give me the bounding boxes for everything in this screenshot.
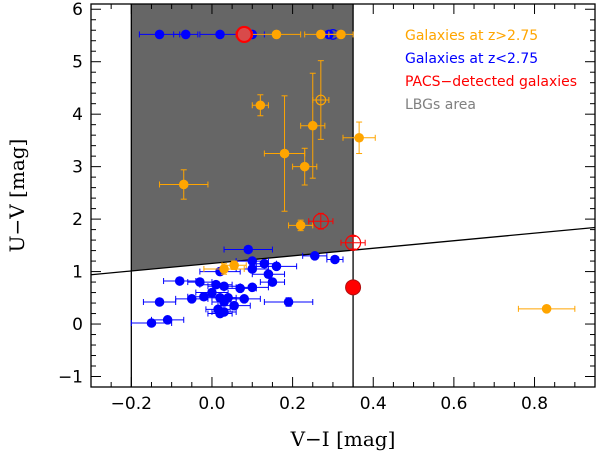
data-point-2-3 xyxy=(345,279,362,296)
marker-hollow xyxy=(344,234,362,251)
data-point-1-30 xyxy=(142,297,177,307)
marker xyxy=(174,276,185,286)
marker xyxy=(154,29,165,40)
data-point-1-11 xyxy=(251,258,277,269)
y-tick-label: 1 xyxy=(72,263,83,283)
data-point-1-6 xyxy=(223,244,273,255)
legend-entry-2: PACS−detected galaxies xyxy=(405,74,577,90)
data-point-2-1 xyxy=(308,212,334,230)
y-tick-label: 6 xyxy=(72,0,83,20)
marker xyxy=(354,132,364,143)
data-point-1-24 xyxy=(175,294,209,304)
lbg-area-region xyxy=(131,4,354,271)
selection-line xyxy=(91,226,595,276)
data-point-0-5 xyxy=(312,60,330,140)
data-point-0-13 xyxy=(328,29,354,40)
data-point-1-36 xyxy=(130,318,173,328)
y-tick-label: 2 xyxy=(72,210,83,230)
x-tick-label: 0.4 xyxy=(360,394,387,414)
data-point-1-1 xyxy=(173,29,199,40)
marker xyxy=(271,29,282,40)
legend-entry-0: Galaxies at z>2.75 xyxy=(405,28,538,44)
marker xyxy=(207,287,217,298)
marker-hollow xyxy=(315,94,327,106)
x-tick-label: 0.0 xyxy=(198,394,225,414)
y-tick-label: 3 xyxy=(72,158,83,178)
data-point-0-6 xyxy=(342,121,376,155)
data-point-1-21 xyxy=(235,282,269,293)
marker xyxy=(239,294,250,304)
data-point-1-14 xyxy=(251,269,286,279)
marker xyxy=(180,29,191,40)
marker xyxy=(345,279,362,296)
marker xyxy=(299,161,310,172)
data-point-0-0 xyxy=(159,169,209,200)
data-point-1-17 xyxy=(163,276,197,286)
data-point-1-2 xyxy=(199,29,241,40)
data-point-0-9 xyxy=(221,260,247,271)
data-point-1-33 xyxy=(207,308,233,319)
marker xyxy=(162,315,173,325)
marker xyxy=(279,148,290,159)
marker xyxy=(187,294,197,304)
data-point-0-4 xyxy=(300,72,326,179)
marker xyxy=(267,277,278,287)
data-point-2-0 xyxy=(235,25,253,44)
marker xyxy=(235,283,245,294)
marker xyxy=(263,269,274,279)
marker xyxy=(215,308,225,319)
plot-frame xyxy=(90,3,596,388)
data-point-1-15 xyxy=(259,277,286,287)
marker xyxy=(541,304,552,314)
marker xyxy=(219,297,229,307)
data-point-1-27 xyxy=(227,294,261,304)
marker xyxy=(247,264,258,274)
marker xyxy=(295,220,306,231)
y-tick-label: 5 xyxy=(72,53,83,73)
x-tick-label: 0.2 xyxy=(279,394,306,414)
data-point-0-10 xyxy=(517,304,576,314)
x-tick-label: −0.2 xyxy=(111,394,152,414)
data-point-1-22 xyxy=(195,287,229,298)
data-point-1-8 xyxy=(326,254,344,265)
marker xyxy=(316,29,326,40)
marker xyxy=(154,297,165,307)
marker xyxy=(146,318,157,328)
legend-entry-3: LBGs area xyxy=(405,97,476,113)
marker xyxy=(247,282,258,293)
x-tick-label: 0.6 xyxy=(440,394,467,414)
y-tick-label: 4 xyxy=(72,105,83,125)
data-point-0-3 xyxy=(292,147,318,186)
marker xyxy=(229,260,239,271)
data-point-0-8 xyxy=(203,263,245,275)
marker xyxy=(330,254,340,265)
y-tick-label: 0 xyxy=(72,315,83,335)
marker xyxy=(309,251,320,261)
marker xyxy=(243,244,254,255)
marker xyxy=(259,258,270,269)
marker xyxy=(211,279,221,290)
marker xyxy=(178,179,189,190)
marker xyxy=(255,100,266,111)
x-tick-label: 0.8 xyxy=(521,394,548,414)
marker xyxy=(283,297,294,307)
x-axis-title: V−I [mag] xyxy=(290,427,396,451)
legend-entry-1: Galaxies at z<2.75 xyxy=(405,51,538,67)
marker xyxy=(215,29,225,40)
marker xyxy=(307,120,318,131)
marker-hollow xyxy=(312,213,329,230)
data-point-2-2 xyxy=(340,234,366,251)
data-point-1-34 xyxy=(263,297,314,307)
data-point-0-1 xyxy=(251,94,269,117)
data-point-1-29 xyxy=(217,300,251,311)
data-point-0-7 xyxy=(288,219,314,232)
marker xyxy=(235,25,253,44)
marker xyxy=(336,29,346,40)
marker xyxy=(229,300,239,311)
data-point-1-35 xyxy=(150,315,185,325)
y-axis-title: U−V [mag] xyxy=(5,139,29,253)
y-tick-label: −1 xyxy=(58,368,83,388)
